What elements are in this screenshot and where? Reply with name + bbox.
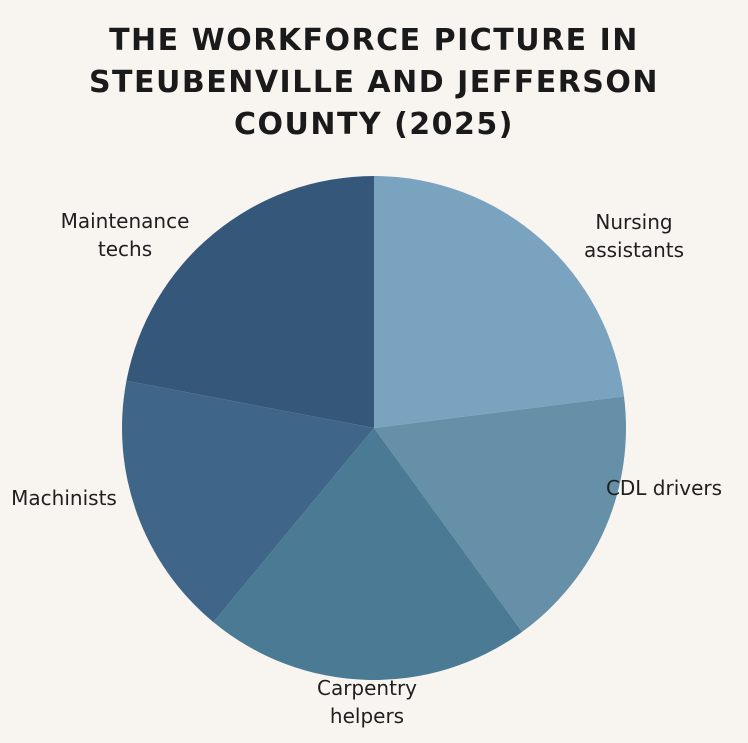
- slice-label: Nursing assistants: [583, 210, 685, 262]
- pie-slice: [122, 380, 374, 623]
- chart-title: THE WORKFORCE PICTURE IN STEUBENVILLE AN…: [88, 23, 660, 142]
- pie-slice: [374, 176, 625, 428]
- pie-slice: [126, 176, 374, 428]
- pie-slice: [374, 396, 626, 632]
- slice-label: Carpentry helpers: [316, 676, 418, 728]
- slice-label: Machinists: [11, 486, 117, 510]
- slice-label: Maintenance techs: [60, 209, 190, 261]
- pie-slice: [213, 428, 523, 680]
- slice-label: CDL drivers: [605, 476, 723, 500]
